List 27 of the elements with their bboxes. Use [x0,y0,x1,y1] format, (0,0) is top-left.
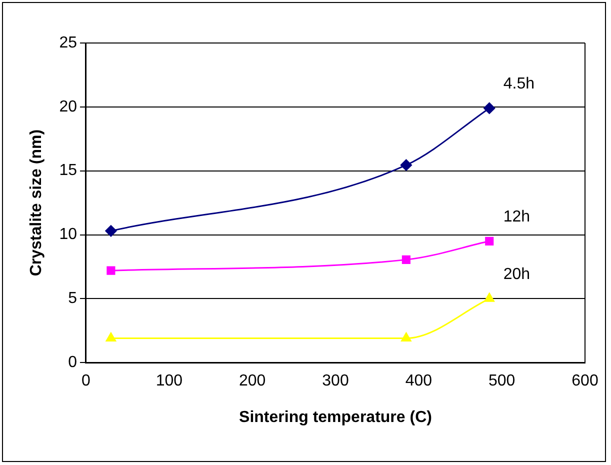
y-tick-label: 0 [68,354,78,372]
series-label: 12h [503,208,530,226]
point [484,292,494,302]
point [401,332,412,342]
y-tick-label: 20 [59,98,78,116]
x-tick-label: 500 [488,372,516,390]
point [485,236,494,246]
y-tick-label: 5 [68,290,78,308]
x-tick-label: 200 [238,372,266,390]
point [106,266,116,275]
point [402,255,410,264]
point [484,102,496,114]
y-axis-title: Crystalite size (nm) [28,129,46,276]
point [400,159,412,171]
series-label: 4.5h [503,76,534,93]
y-tick-label: 25 [59,34,78,52]
x-tick-label: 0 [82,372,91,390]
x-tick-label: 600 [572,372,598,390]
point [105,225,117,237]
x-tick-label: 100 [156,372,183,390]
x-tick-label: 400 [405,372,432,390]
series-label: 20h [503,266,530,284]
x-axis-title: Sintering temperature (C) [239,408,432,426]
point [106,332,116,342]
y-tick-label: 15 [59,162,78,180]
x-tick-label: 300 [322,372,349,390]
y-tick-label: 10 [59,226,78,244]
